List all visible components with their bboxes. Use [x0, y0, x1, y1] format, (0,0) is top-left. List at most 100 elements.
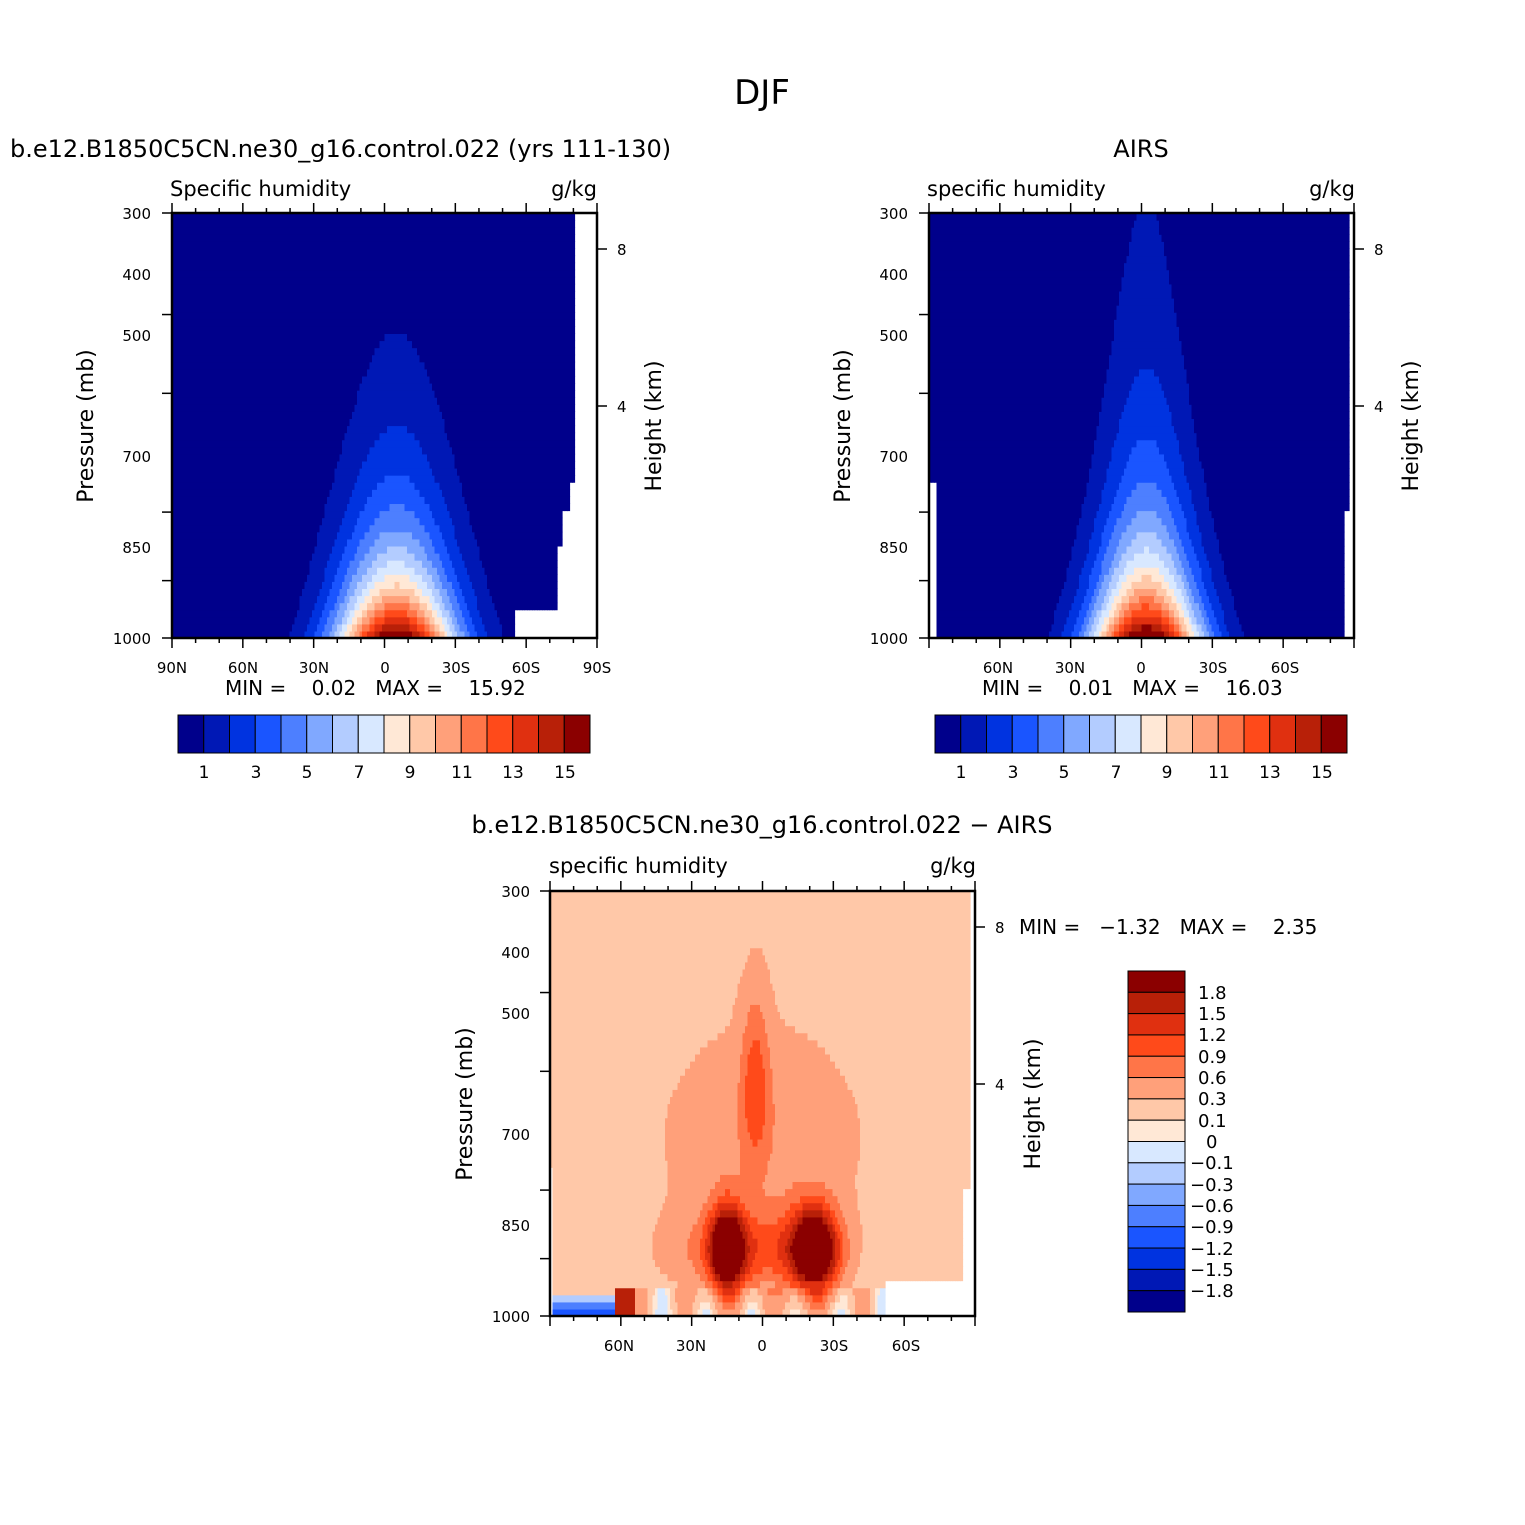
- contour-cell: [187, 453, 191, 462]
- contour-cell: [352, 482, 356, 490]
- contour-cell: [299, 489, 303, 497]
- contour-cell: [319, 425, 323, 434]
- contour-cell: [322, 482, 326, 490]
- contour-cell: [202, 475, 206, 483]
- contour-cell: [327, 312, 331, 320]
- contour-cell: [257, 269, 261, 278]
- contour-cell: [237, 255, 241, 264]
- contour-cell: [374, 234, 378, 242]
- contour-cell: [234, 227, 238, 235]
- contour-cell: [304, 446, 308, 455]
- contour-cell: [292, 616, 296, 625]
- contour-cell: [332, 595, 336, 604]
- contour-cell: [332, 531, 336, 540]
- contour-cell: [242, 390, 246, 398]
- contour-cell: [314, 616, 318, 625]
- contour-cell: [277, 482, 281, 490]
- contour-cell: [272, 524, 276, 533]
- contour-cell: [352, 220, 356, 228]
- contour-cell: [274, 368, 278, 377]
- contour-cell: [347, 269, 351, 278]
- contour-cell: [189, 489, 193, 497]
- contour-cell: [217, 283, 221, 292]
- contour-cell: [262, 283, 266, 292]
- contour-cell: [364, 220, 368, 228]
- contour-cell: [282, 524, 286, 533]
- contour-cell: [217, 453, 221, 462]
- contour-cell: [269, 602, 273, 611]
- contour-cell: [254, 234, 258, 242]
- contour-cell: [284, 588, 288, 597]
- contour-cell: [174, 524, 178, 533]
- contour-cell: [212, 567, 216, 575]
- contour-cell: [284, 248, 288, 257]
- contour-cell: [212, 560, 216, 568]
- contour-cell: [247, 418, 251, 427]
- contour-cell: [302, 630, 306, 638]
- contour-cell: [307, 581, 311, 590]
- contour-cell: [197, 553, 201, 561]
- contour-cell: [312, 630, 316, 638]
- contour-cell: [352, 375, 356, 384]
- contour-cell: [359, 234, 363, 242]
- contour-cell: [349, 305, 353, 313]
- contour-cell: [379, 616, 383, 625]
- contour-cell: [219, 383, 223, 391]
- contour-cell: [287, 602, 291, 611]
- contour-cell: [249, 460, 253, 469]
- contour-cell: [289, 397, 293, 405]
- contour-cell: [182, 411, 186, 420]
- contour-cell: [269, 517, 273, 526]
- contour-cell: [222, 545, 226, 554]
- contour-cell: [217, 262, 221, 271]
- contour-cell: [204, 220, 208, 228]
- contour-cell: [172, 283, 176, 292]
- contour-cell: [309, 418, 313, 427]
- contour-cell: [269, 248, 273, 257]
- contour-cell: [212, 390, 216, 398]
- contour-cell: [349, 397, 353, 405]
- contour-cell: [309, 545, 313, 554]
- contour-cell: [334, 347, 338, 356]
- contour-cell: [377, 354, 381, 363]
- contour-cell: [187, 524, 191, 533]
- contour-cell: [194, 241, 198, 250]
- contour-cell: [349, 602, 353, 611]
- contour-cell: [234, 397, 238, 405]
- contour-cell: [182, 538, 186, 547]
- contour-cell: [184, 361, 188, 370]
- contour-cell: [257, 255, 261, 264]
- contour-cell: [184, 453, 188, 462]
- contour-cell: [199, 333, 203, 342]
- contour-cell: [177, 468, 181, 476]
- contour-cell: [292, 609, 296, 618]
- contour-cell: [182, 213, 186, 221]
- contour-cell: [232, 241, 236, 250]
- contour-cell: [259, 432, 263, 441]
- contour-cell: [317, 411, 321, 420]
- contour-cell: [329, 404, 333, 412]
- contour-cell: [374, 375, 378, 384]
- contour-cell: [202, 361, 206, 370]
- contour-cell: [189, 326, 193, 335]
- contour-cell: [277, 567, 281, 575]
- contour-cell: [292, 453, 296, 462]
- contour-cell: [362, 439, 366, 448]
- contour-cell: [254, 404, 258, 412]
- contour-cell: [329, 538, 333, 547]
- contour-cell: [194, 383, 198, 391]
- contour-cell: [219, 326, 223, 335]
- contour-cell: [377, 269, 381, 278]
- contour-cell: [314, 553, 318, 561]
- contour-cell: [197, 326, 201, 335]
- contour-cell: [357, 255, 361, 264]
- contour-cell: [249, 347, 253, 356]
- contour-cell: [234, 510, 238, 519]
- contour-cell: [367, 234, 371, 242]
- contour-cell: [172, 418, 176, 427]
- contour-cell: [219, 248, 223, 257]
- contour-cell: [257, 333, 261, 342]
- contour-cell: [362, 298, 366, 306]
- contour-cell: [342, 340, 346, 349]
- contour-cell: [197, 347, 201, 356]
